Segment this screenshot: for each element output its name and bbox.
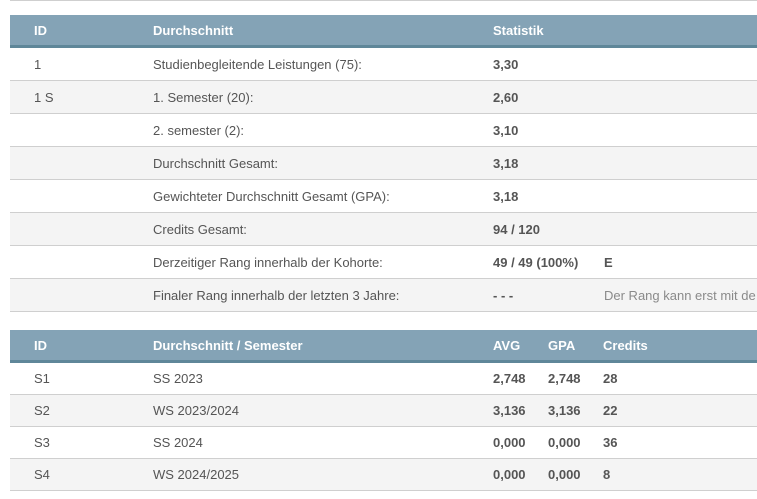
- row-id: 1: [10, 46, 153, 81]
- row-label: Credits Gesamt:: [153, 212, 493, 246]
- semester-avg: 3,136: [493, 394, 548, 427]
- row-value: 94 / 120: [493, 212, 604, 246]
- averages-table: ID Durchschnitt Statistik 1 Studienbegle…: [10, 15, 757, 312]
- semester-credits: 22: [603, 394, 757, 427]
- semester-gpa: 2,748: [548, 361, 603, 395]
- table-row: S4 WS 2024/2025 0,000 0,000 8: [10, 458, 757, 491]
- semester-credits: 36: [603, 426, 757, 459]
- table-row: Derzeitiger Rang innerhalb der Kohorte: …: [10, 245, 757, 279]
- semesters-header-row: ID Durchschnitt / Semester AVG GPA Credi…: [10, 330, 757, 363]
- row-value: 3,10: [493, 113, 604, 147]
- row-extra: [604, 212, 757, 246]
- row-extra: [604, 146, 757, 180]
- header-id: ID: [10, 15, 153, 48]
- table-row: S3 SS 2024 0,000 0,000 36: [10, 426, 757, 459]
- header-statistic: Statistik: [493, 15, 757, 48]
- semester-gpa: 0,000: [548, 458, 603, 491]
- semester-avg: 0,000: [493, 426, 548, 459]
- table-row: Credits Gesamt: 94 / 120: [10, 212, 757, 246]
- header-semester: Durchschnitt / Semester: [153, 330, 493, 363]
- semester-name: SS 2024: [153, 426, 493, 459]
- row-value: 3,18: [493, 179, 604, 213]
- semester-id: S1: [10, 361, 153, 395]
- row-id: [10, 179, 153, 213]
- semester-credits: 28: [603, 361, 757, 395]
- row-id: [10, 113, 153, 147]
- row-extra: [604, 113, 757, 147]
- semester-id: S4: [10, 458, 153, 491]
- row-extra: [604, 179, 757, 213]
- semester-credits: 8: [603, 458, 757, 491]
- row-extra: [604, 46, 757, 81]
- row-value: 49 / 49 (100%): [493, 245, 604, 279]
- top-divider: [10, 0, 757, 1]
- row-id: 1 S: [10, 80, 153, 114]
- row-label: 2. semester (2):: [153, 113, 493, 147]
- row-id: [10, 245, 153, 279]
- rank-grade: E: [604, 245, 757, 279]
- table-row: 1 Studienbegleitende Leistungen (75): 3,…: [10, 46, 757, 81]
- row-value: 2,60: [493, 80, 604, 114]
- rank-note: Der Rang kann erst mit de: [604, 278, 757, 312]
- row-value: 3,18: [493, 146, 604, 180]
- table-row: S1 SS 2023 2,748 2,748 28: [10, 361, 757, 395]
- row-label: Gewichteter Durchschnitt Gesamt (GPA):: [153, 179, 493, 213]
- table-row: 2. semester (2): 3,10: [10, 113, 757, 147]
- row-label: 1. Semester (20):: [153, 80, 493, 114]
- header-id: ID: [10, 330, 153, 363]
- semester-avg: 0,000: [493, 458, 548, 491]
- semester-id: S3: [10, 426, 153, 459]
- semester-id: S2: [10, 394, 153, 427]
- semester-name: WS 2023/2024: [153, 394, 493, 427]
- row-label: Studienbegleitende Leistungen (75):: [153, 46, 493, 81]
- semesters-table: ID Durchschnitt / Semester AVG GPA Credi…: [10, 330, 757, 491]
- row-id: [10, 212, 153, 246]
- header-average: Durchschnitt: [153, 15, 493, 48]
- table-row: Gewichteter Durchschnitt Gesamt (GPA): 3…: [10, 179, 757, 213]
- row-label: Durchschnitt Gesamt:: [153, 146, 493, 180]
- row-label: Finaler Rang innerhalb der letzten 3 Jah…: [153, 278, 493, 312]
- table-row: S2 WS 2023/2024 3,136 3,136 22: [10, 394, 757, 427]
- averages-header-row: ID Durchschnitt Statistik: [10, 15, 757, 48]
- semester-avg: 2,748: [493, 361, 548, 395]
- header-gpa: GPA: [548, 330, 603, 363]
- row-value: - - -: [493, 278, 604, 312]
- semester-gpa: 3,136: [548, 394, 603, 427]
- table-row: 1 S 1. Semester (20): 2,60: [10, 80, 757, 114]
- row-extra: [604, 80, 757, 114]
- row-label: Derzeitiger Rang innerhalb der Kohorte:: [153, 245, 493, 279]
- semester-name: WS 2024/2025: [153, 458, 493, 491]
- semester-gpa: 0,000: [548, 426, 603, 459]
- table-row: Finaler Rang innerhalb der letzten 3 Jah…: [10, 278, 757, 312]
- semester-name: SS 2023: [153, 361, 493, 395]
- table-row: Durchschnitt Gesamt: 3,18: [10, 146, 757, 180]
- header-avg: AVG: [493, 330, 548, 363]
- header-credits: Credits: [603, 330, 757, 363]
- row-id: [10, 278, 153, 312]
- row-value: 3,30: [493, 46, 604, 81]
- row-id: [10, 146, 153, 180]
